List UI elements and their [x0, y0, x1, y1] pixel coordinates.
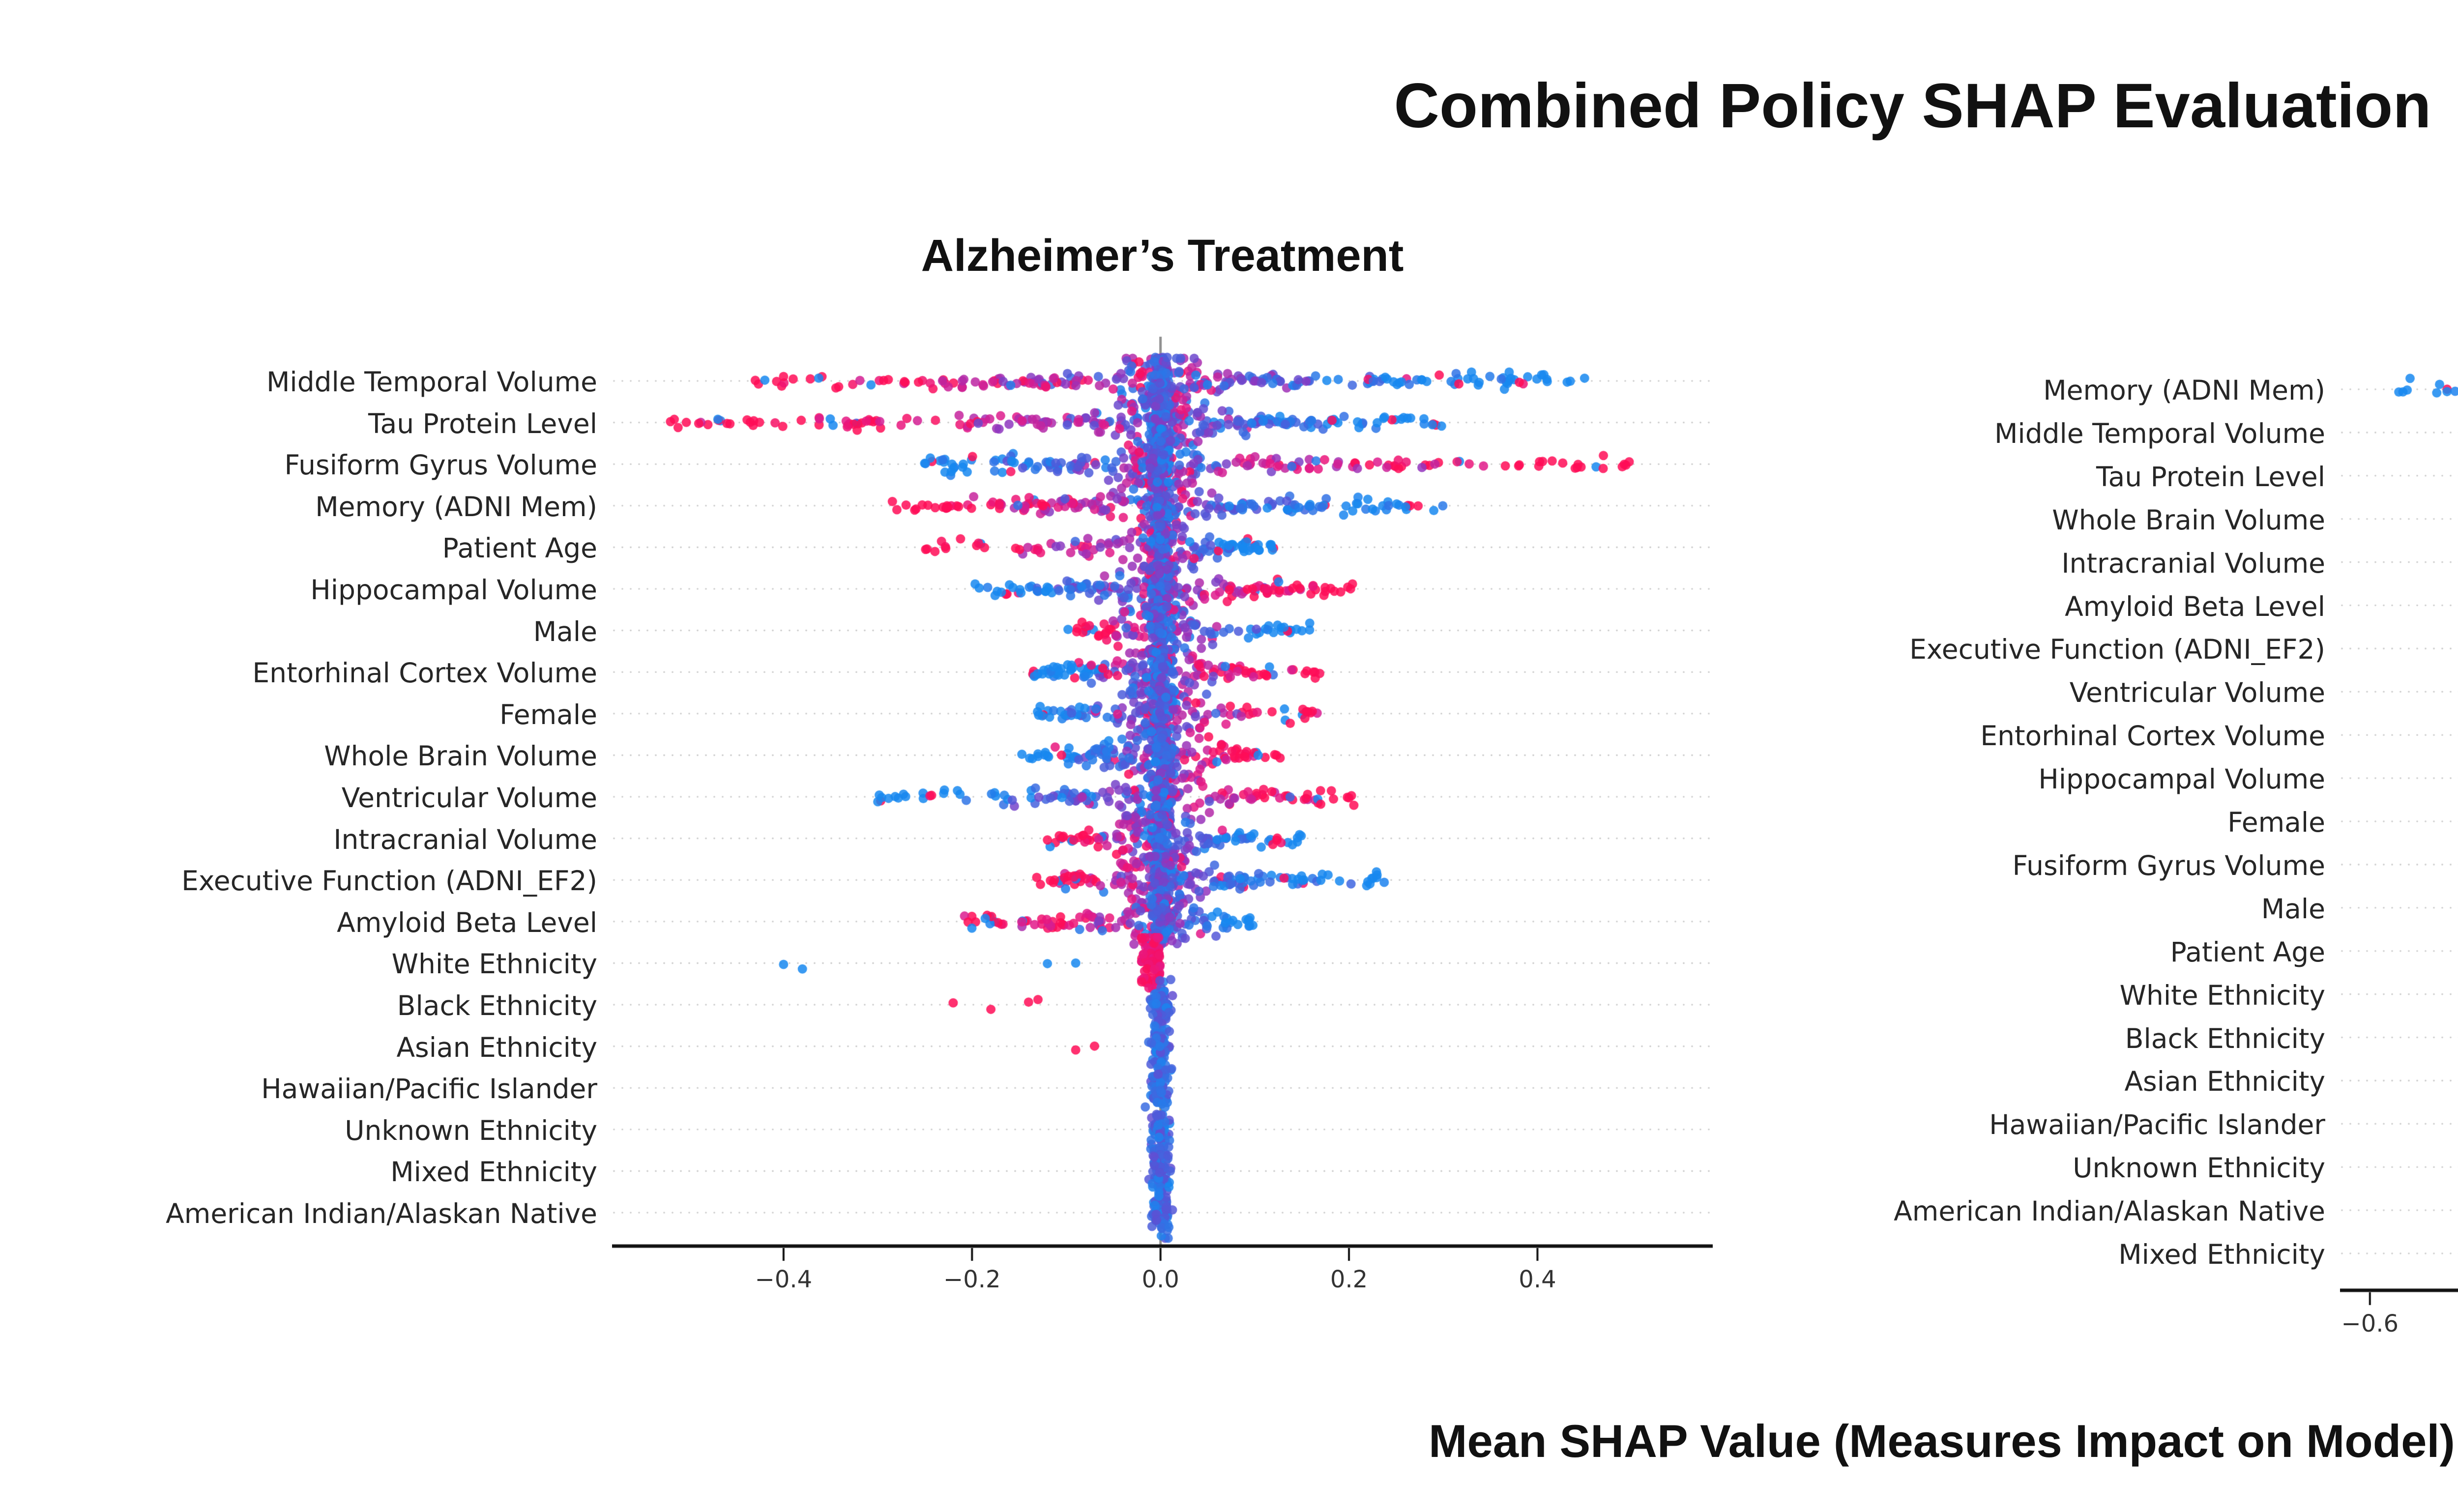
x-tick-label: −0.6 [2341, 1310, 2399, 1338]
y-tick-label: Hawaiian/Pacific Islander [261, 1073, 597, 1105]
right-subplot-title: No Medication [2340, 230, 2458, 282]
right-beeswarm-canvas [2340, 343, 2458, 1307]
y-tick-label: Entorhinal Cortex Volume [1980, 720, 2325, 752]
y-tick-label: Memory (ADNI Mem) [315, 491, 597, 523]
left-subplot-title: Alzheimer’s Treatment [921, 231, 1404, 281]
y-tick-label: Male [2261, 893, 2325, 925]
x-tick-label: 0.4 [1519, 1266, 1556, 1293]
x-tick-label: −0.2 [943, 1266, 1001, 1293]
x-tick-label: 0.2 [1330, 1266, 1368, 1293]
y-tick-label: Unknown Ethnicity [2073, 1152, 2325, 1184]
y-tick-label: Patient Age [2170, 936, 2325, 968]
y-tick-label: Tau Protein Level [368, 407, 597, 439]
y-tick-label: Mixed Ethnicity [2118, 1239, 2325, 1270]
y-tick-label: Memory (ADNI Mem) [2043, 375, 2325, 406]
y-tick-label: Ventricular Volume [341, 782, 597, 814]
figure-title: Combined Policy SHAP Evaluation [1394, 71, 2431, 141]
y-tick-label: Whole Brain Volume [2052, 504, 2325, 536]
y-tick-label: Executive Function (ADNI_EF2) [181, 865, 597, 897]
y-tick-label: Whole Brain Volume [324, 740, 597, 772]
y-tick-label: Entorhinal Cortex Volume [252, 657, 597, 689]
y-tick-label: Hippocampal Volume [310, 574, 597, 606]
y-tick-label: Female [2227, 807, 2325, 838]
y-tick-label: Ventricular Volume [2069, 677, 2325, 709]
y-tick-label: Tau Protein Level [2096, 461, 2325, 493]
y-tick-label: Fusiform Gyrus Volume [284, 449, 597, 481]
y-tick-label: Black Ethnicity [397, 990, 597, 1021]
y-tick-label: Hippocampal Volume [2038, 763, 2325, 795]
y-tick-label: Mixed Ethnicity [390, 1156, 597, 1188]
y-tick-label: White Ethnicity [2119, 979, 2325, 1011]
y-tick-label: Intracranial Volume [2061, 547, 2325, 579]
y-tick-label: Middle Temporal Volume [1994, 417, 2325, 449]
y-tick-label: American Indian/Alaskan Native [166, 1198, 597, 1229]
y-tick-label: Patient Age [442, 532, 597, 564]
y-tick-label: Amyloid Beta Level [337, 906, 597, 938]
x-tick-label: −0.4 [755, 1266, 813, 1293]
y-tick-label: Asian Ethnicity [396, 1031, 597, 1063]
y-tick-label: Hawaiian/Pacific Islander [1989, 1109, 2325, 1141]
y-tick-label: Male [533, 615, 597, 647]
y-tick-label: Amyloid Beta Level [2065, 590, 2325, 622]
left-beeswarm-canvas [612, 336, 1713, 1263]
y-tick-label: Unknown Ethnicity [345, 1114, 597, 1146]
y-tick-label: Black Ethnicity [2125, 1022, 2325, 1054]
x-axis-label: Mean SHAP Value (Measures Impact on Mode… [1429, 1415, 2455, 1467]
y-tick-label: White Ethnicity [391, 948, 597, 980]
y-tick-label: Middle Temporal Volume [266, 366, 597, 398]
y-tick-label: Asian Ethnicity [2124, 1066, 2325, 1098]
y-tick-label: Fusiform Gyrus Volume [2012, 849, 2325, 881]
y-tick-label: Executive Function (ADNI_EF2) [1909, 634, 2325, 666]
y-tick-label: American Indian/Alaskan Native [1894, 1195, 2325, 1227]
y-tick-label: Female [499, 698, 597, 730]
y-tick-label: Intracranial Volume [333, 823, 597, 855]
x-tick-label: 0.0 [1141, 1266, 1179, 1293]
